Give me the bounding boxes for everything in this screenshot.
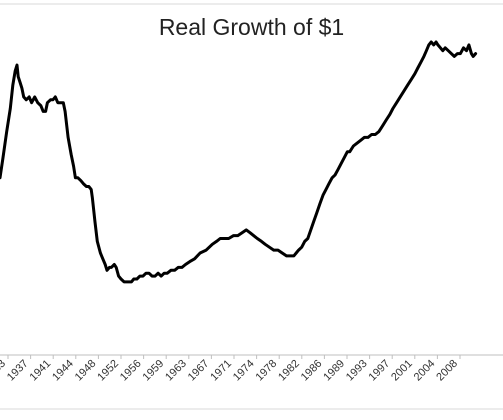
x-tick-label: 1941: [28, 358, 54, 384]
x-tick-label: 1944: [50, 358, 76, 384]
x-tick-label: 1989: [321, 358, 347, 384]
x-tick-label: 1971: [208, 358, 234, 384]
x-tick-label: 1997: [367, 358, 393, 384]
x-tick-label: 1956: [118, 358, 144, 384]
x-tick-label: 1993: [344, 358, 370, 384]
chart-title: Real Growth of $1: [158, 14, 345, 40]
x-tick-label: 2001: [389, 358, 415, 384]
x-tick-label: 2004: [412, 358, 438, 384]
x-tick-label: 1937: [5, 358, 31, 384]
x-tick-label: 1978: [254, 358, 280, 384]
x-tick-label: 1933: [0, 358, 8, 384]
x-tick-label: 1982: [276, 358, 302, 384]
x-tick-label: 1952: [95, 358, 121, 384]
x-tick-label: 1963: [163, 358, 189, 384]
x-tick-label: 1948: [73, 358, 99, 384]
x-tick-label: 1974: [231, 358, 257, 384]
x-tick-label: 1986: [299, 358, 325, 384]
x-tick-label: 1959: [141, 358, 167, 384]
x-tick-label: 2008: [434, 358, 460, 384]
x-tick-label: 1967: [186, 358, 212, 384]
series-line-0: [0, 40, 478, 284]
